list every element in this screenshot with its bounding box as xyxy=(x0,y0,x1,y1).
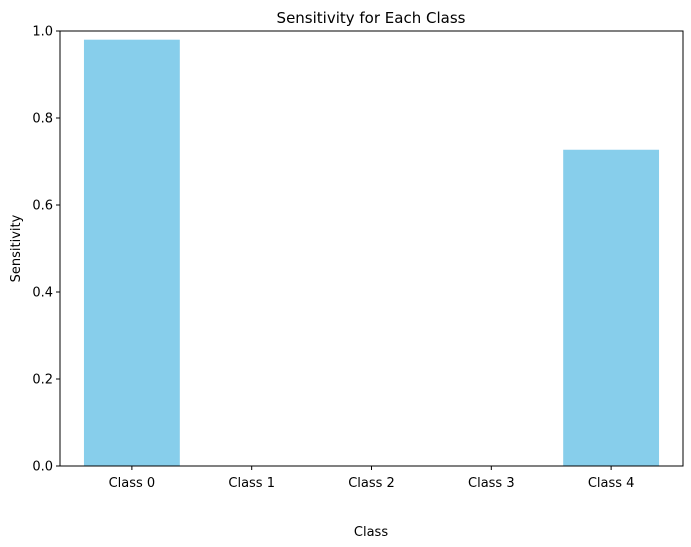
bar-class-4 xyxy=(563,149,660,466)
x-tick-label: Class 4 xyxy=(588,476,635,491)
y-axis: 0.0 0.2 0.4 0.6 0.8 1.0 xyxy=(32,25,60,475)
plot-area xyxy=(59,30,684,467)
y-axis-label: Sensitivity xyxy=(9,214,24,282)
y-tick-label: 0.2 xyxy=(32,373,53,388)
x-axis: Class 0 Class 1 Class 2 Class 3 Class 4 xyxy=(109,466,635,491)
y-tick-label: 1.0 xyxy=(32,25,53,40)
y-tick-label: 0.8 xyxy=(32,112,53,127)
x-axis-label: Class xyxy=(354,525,388,540)
bars-group xyxy=(83,39,660,466)
y-tick-label: 0.6 xyxy=(32,199,53,214)
y-tick-label: 0.0 xyxy=(32,460,53,475)
x-tick-label: Class 2 xyxy=(348,476,395,491)
bar-class-0 xyxy=(83,39,180,466)
x-tick-label: Class 1 xyxy=(228,476,275,491)
chart-title: Sensitivity for Each Class xyxy=(277,9,466,27)
x-tick-label: Class 0 xyxy=(109,476,156,491)
y-tick-label: 0.4 xyxy=(32,286,53,301)
x-tick-label: Class 3 xyxy=(468,476,515,491)
